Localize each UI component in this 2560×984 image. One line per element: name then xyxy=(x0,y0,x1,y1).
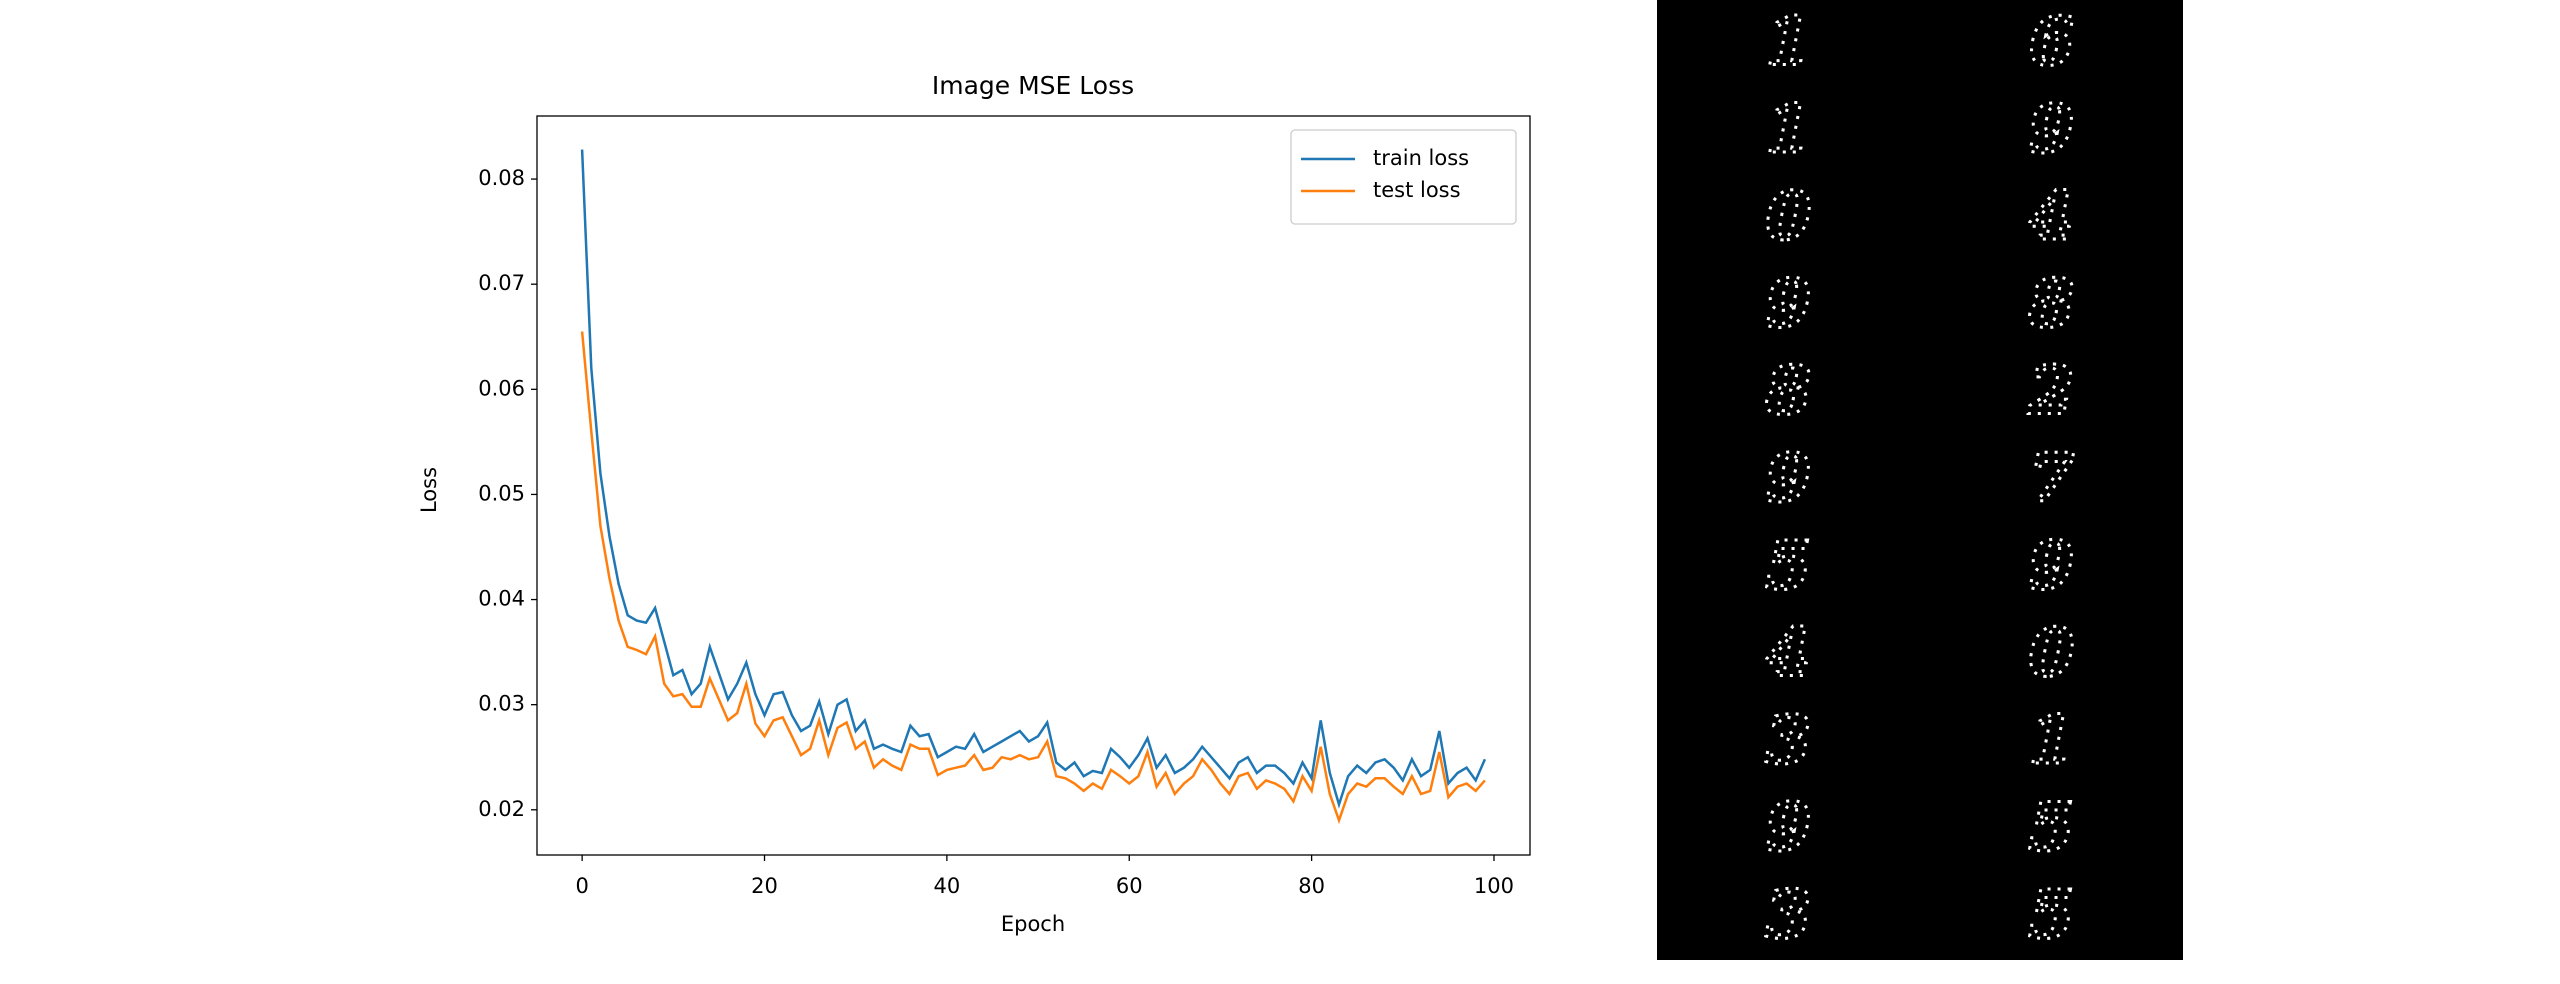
y-tick-label: 0.06 xyxy=(478,376,525,400)
digit-reconstructed: 8 xyxy=(2115,264,2162,342)
digit-reconstructed: 5 xyxy=(2116,875,2162,953)
x-tick-label: 100 xyxy=(1474,874,1514,898)
digit-noisy: 0 xyxy=(2029,614,2075,692)
x-tick-label: 80 xyxy=(1298,874,1325,898)
digit-reconstructed: 8 xyxy=(1852,352,1899,430)
digit-original: 0 xyxy=(1941,614,1987,692)
y-tick-label: 0.02 xyxy=(478,797,525,821)
digit-original: 9 xyxy=(1941,526,1987,604)
x-axis-label: Epoch xyxy=(1001,912,1065,936)
digit-reconstructed: 3 xyxy=(1853,875,1899,953)
y-tick-label: 0.05 xyxy=(478,481,525,505)
digit-reconstructed: 5 xyxy=(2116,788,2162,866)
digit-reconstructed: 4 xyxy=(2116,177,2162,255)
digit-original: 4 xyxy=(1678,614,1724,692)
digit-noisy: 5 xyxy=(2029,875,2075,953)
digit-reconstructed: 0 xyxy=(2116,614,2162,692)
digit-reconstructed: 1 xyxy=(1853,3,1899,81)
digit-noisy: 5 xyxy=(2029,788,2075,866)
digit-original: 9 xyxy=(1678,788,1724,866)
digit-original: 7 xyxy=(1941,439,1987,517)
digit-noisy: 0 xyxy=(1766,177,1812,255)
digit-original: 3 xyxy=(1678,875,1724,953)
digit-reconstructed: 3 xyxy=(1853,701,1899,779)
digit-original: 8 xyxy=(1677,352,1724,430)
digit-original: 4 xyxy=(1941,177,1987,255)
digit-original: 0 xyxy=(1678,177,1724,255)
digit-reconstructed: 5 xyxy=(1853,526,1899,604)
digit-noisy: 9 xyxy=(2029,90,2075,168)
y-tick-label: 0.07 xyxy=(478,271,525,295)
series-line xyxy=(580,149,1487,809)
y-tick-label: 0.03 xyxy=(478,692,525,716)
digit-noisy: 8 xyxy=(1765,352,1812,430)
digit-original: 9 xyxy=(1678,264,1724,342)
x-tick-label: 0 xyxy=(575,874,588,898)
digit-reconstructed: 1 xyxy=(2116,701,2162,779)
x-tick-label: 60 xyxy=(1116,874,1143,898)
digit-reconstructed: 6 xyxy=(2116,3,2162,81)
digit-noisy: 9 xyxy=(1766,788,1812,866)
digit-original: 1 xyxy=(1941,701,1987,779)
digit-reconstructed: 9 xyxy=(2116,526,2162,604)
digit-noisy: 9 xyxy=(2029,526,2075,604)
digit-reconstructed: 1 xyxy=(1853,90,1899,168)
plot-frame xyxy=(536,115,1531,856)
digit-reconstructed: 9 xyxy=(2116,90,2162,168)
digit-original: 5 xyxy=(1941,875,1987,953)
x-tick-label: 40 xyxy=(934,874,961,898)
digit-reconstructed: 7 xyxy=(2116,439,2162,517)
image-panel xyxy=(1657,0,2183,960)
x-tick-label: 20 xyxy=(751,874,778,898)
digit-noisy: 4 xyxy=(1766,614,1812,692)
digit-original: 2 xyxy=(1940,352,1987,430)
digit-noisy: 8 xyxy=(2028,264,2075,342)
y-axis-label: Loss xyxy=(417,467,441,513)
legend-label: train loss xyxy=(1373,146,1469,170)
digit-original: 5 xyxy=(1941,788,1987,866)
digit-original: 6 xyxy=(1941,3,1987,81)
digit-noisy: 3 xyxy=(1766,875,1812,953)
digit-original: 1 xyxy=(1678,3,1724,81)
digit-original: 8 xyxy=(1940,264,1987,342)
digit-noisy: 5 xyxy=(1766,526,1812,604)
digit-noisy: 6 xyxy=(2029,3,2075,81)
digit-original: 3 xyxy=(1678,701,1724,779)
digit-original: 1 xyxy=(1678,90,1724,168)
digit-noisy: 1 xyxy=(1766,90,1812,168)
digit-noisy: 7 xyxy=(2029,439,2075,517)
digit-reconstructed: 9 xyxy=(1853,439,1899,517)
digit-original: 9 xyxy=(1678,439,1724,517)
digit-reconstructed: 0 xyxy=(1853,177,1899,255)
chart-title: Image MSE Loss xyxy=(932,71,1134,100)
digit-reconstructed: 9 xyxy=(1853,264,1899,342)
digit-noisy: 1 xyxy=(2029,701,2075,779)
digit-noisy: 4 xyxy=(2029,177,2075,255)
digit-reconstructed: 4 xyxy=(1853,614,1899,692)
y-tick-label: 0.08 xyxy=(478,166,525,190)
digit-noisy: 9 xyxy=(1766,264,1812,342)
digit-noisy: 2 xyxy=(2028,352,2075,430)
digit-original: 9 xyxy=(1941,90,1987,168)
digit-reconstructed: 9 xyxy=(1853,788,1899,866)
y-tick-label: 0.04 xyxy=(478,587,525,611)
series-line xyxy=(580,331,1486,825)
legend-label: test loss xyxy=(1373,178,1461,202)
digit-noisy: 9 xyxy=(1766,439,1812,517)
digit-noisy: 1 xyxy=(1766,3,1812,81)
digit-noisy: 3 xyxy=(1766,701,1812,779)
digit-original: 5 xyxy=(1678,526,1724,604)
digit-reconstructed: 2 xyxy=(2115,352,2162,430)
legend-box xyxy=(1290,129,1517,225)
